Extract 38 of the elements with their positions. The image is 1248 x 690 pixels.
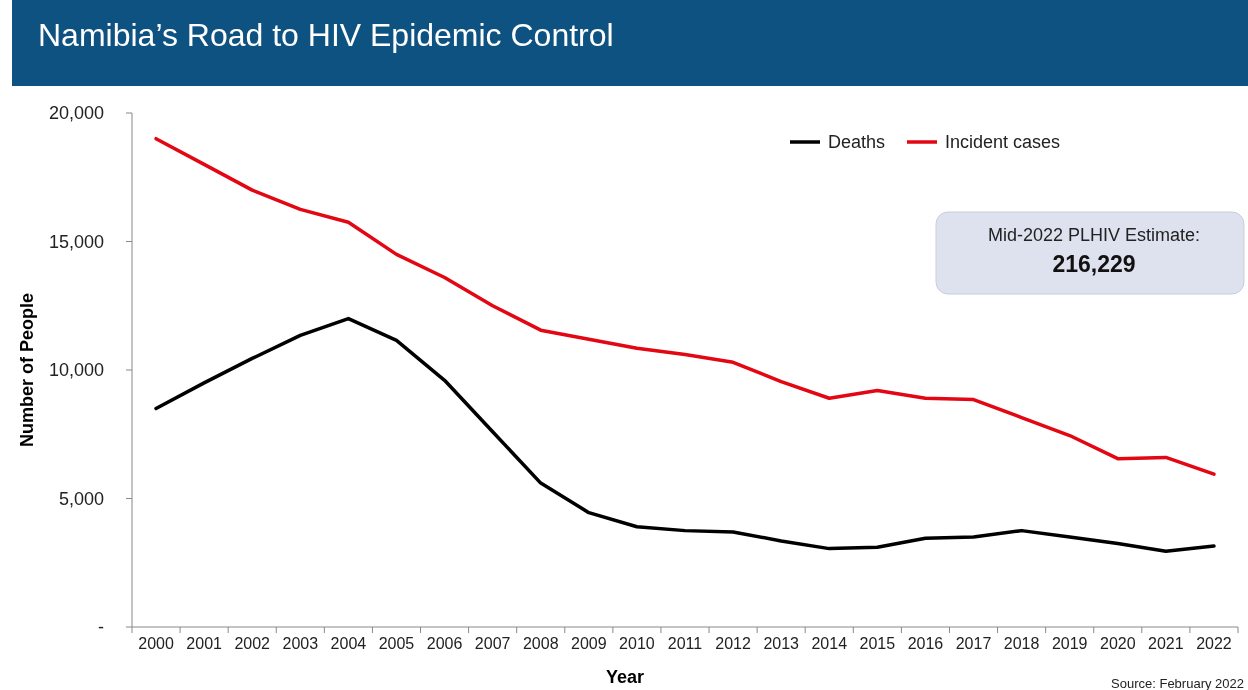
y-axis-title: Number of People (17, 292, 37, 448)
x-tick-label: 2021 (1148, 635, 1184, 652)
x-axis-title: Year (605, 667, 645, 687)
legend-label: Incident cases (945, 132, 1061, 153)
x-tick-label: 2002 (234, 635, 271, 652)
y-tick-label: 5,000 (58, 488, 104, 509)
y-tick-label: - (98, 617, 104, 638)
line-series (154, 316, 1216, 553)
x-tick-label: 2015 (859, 635, 896, 652)
y-tick-label: 15,000 (48, 231, 104, 252)
legend-label: Deaths (828, 132, 886, 153)
x-tick-label: 2001 (186, 635, 223, 652)
y-tick-label: 10,000 (48, 360, 104, 381)
x-tick-label: 2012 (715, 635, 751, 652)
x-tick-label: 2005 (378, 635, 415, 652)
x-tick-label: 2007 (474, 635, 511, 652)
annotation: 216,229 (1052, 251, 1136, 277)
x-tick-label: 2004 (330, 635, 367, 652)
annotation: Mid-2022 PLHIV Estimate: (987, 225, 1201, 245)
y-tick-label: 20,000 (48, 103, 104, 124)
x-tick-label: 2018 (1003, 635, 1040, 652)
x-tick-label: 2009 (571, 635, 607, 652)
x-tick-label: 2013 (763, 635, 800, 652)
source-note: Source: February 2022 (1111, 676, 1244, 690)
line-series (154, 136, 1216, 476)
x-tick-label: 2016 (907, 635, 944, 652)
x-tick-label: 2006 (426, 635, 463, 652)
x-tick-label: 2008 (522, 635, 559, 652)
x-tick-label: 2003 (282, 635, 319, 652)
x-tick-label: 2020 (1099, 635, 1136, 652)
x-tick-label: 2000 (138, 635, 174, 652)
x-tick-label: 2019 (1051, 635, 1088, 652)
x-tick-label: 2010 (619, 635, 655, 652)
x-tick-label: 2022 (1196, 635, 1232, 652)
x-tick-label: 2014 (811, 635, 848, 652)
x-tick-label: 2017 (955, 635, 992, 652)
chart-title: Namibia’s Road to HIV Epidemic Control (38, 17, 614, 53)
x-tick-label: 2011 (667, 635, 703, 652)
